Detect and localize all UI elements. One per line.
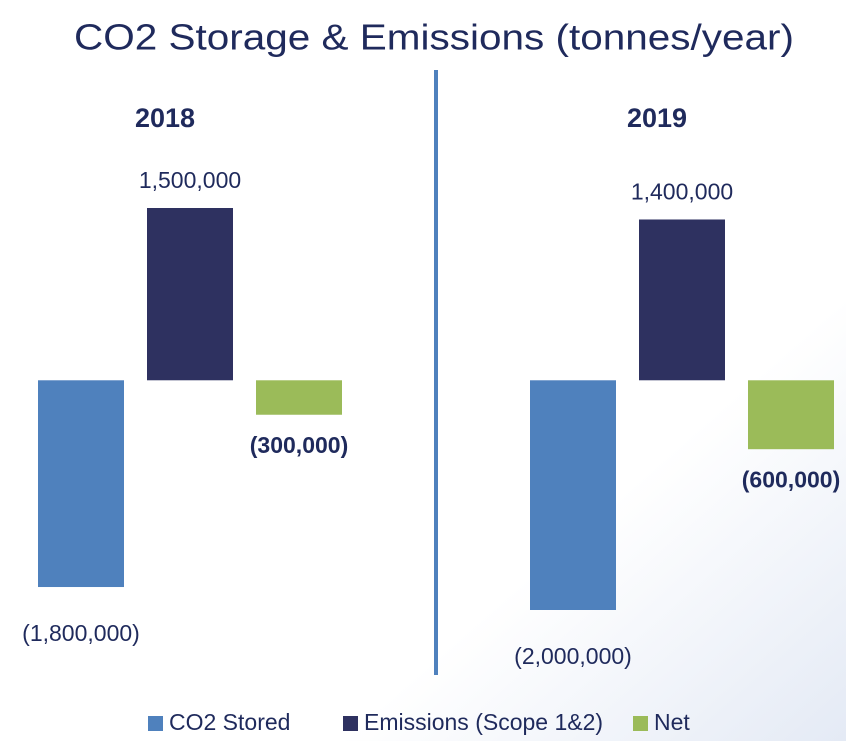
legend-swatch: [148, 716, 163, 731]
chart-title: CO2 Storage & Emissions (tonnes/year): [74, 17, 794, 58]
legend-label: CO2 Stored: [169, 709, 290, 735]
legend-swatch: [343, 716, 358, 731]
value-label: (1,800,000): [22, 620, 140, 646]
bar: [748, 380, 834, 450]
bar: [256, 380, 342, 415]
bar: [639, 219, 725, 381]
value-label: 1,500,000: [139, 167, 241, 193]
legend-label: Emissions (Scope 1&2): [364, 709, 603, 735]
bar: [147, 208, 233, 381]
value-label: (2,000,000): [514, 643, 632, 669]
legend-swatch: [633, 716, 648, 731]
value-label: (600,000): [742, 466, 840, 492]
legend-label: Net: [654, 709, 690, 735]
value-label: (300,000): [250, 432, 348, 458]
value-label: 1,400,000: [631, 179, 733, 205]
bar: [530, 380, 616, 610]
bar: [38, 380, 124, 588]
panel-title: 2019: [627, 103, 687, 133]
panel-title: 2018: [135, 103, 195, 133]
